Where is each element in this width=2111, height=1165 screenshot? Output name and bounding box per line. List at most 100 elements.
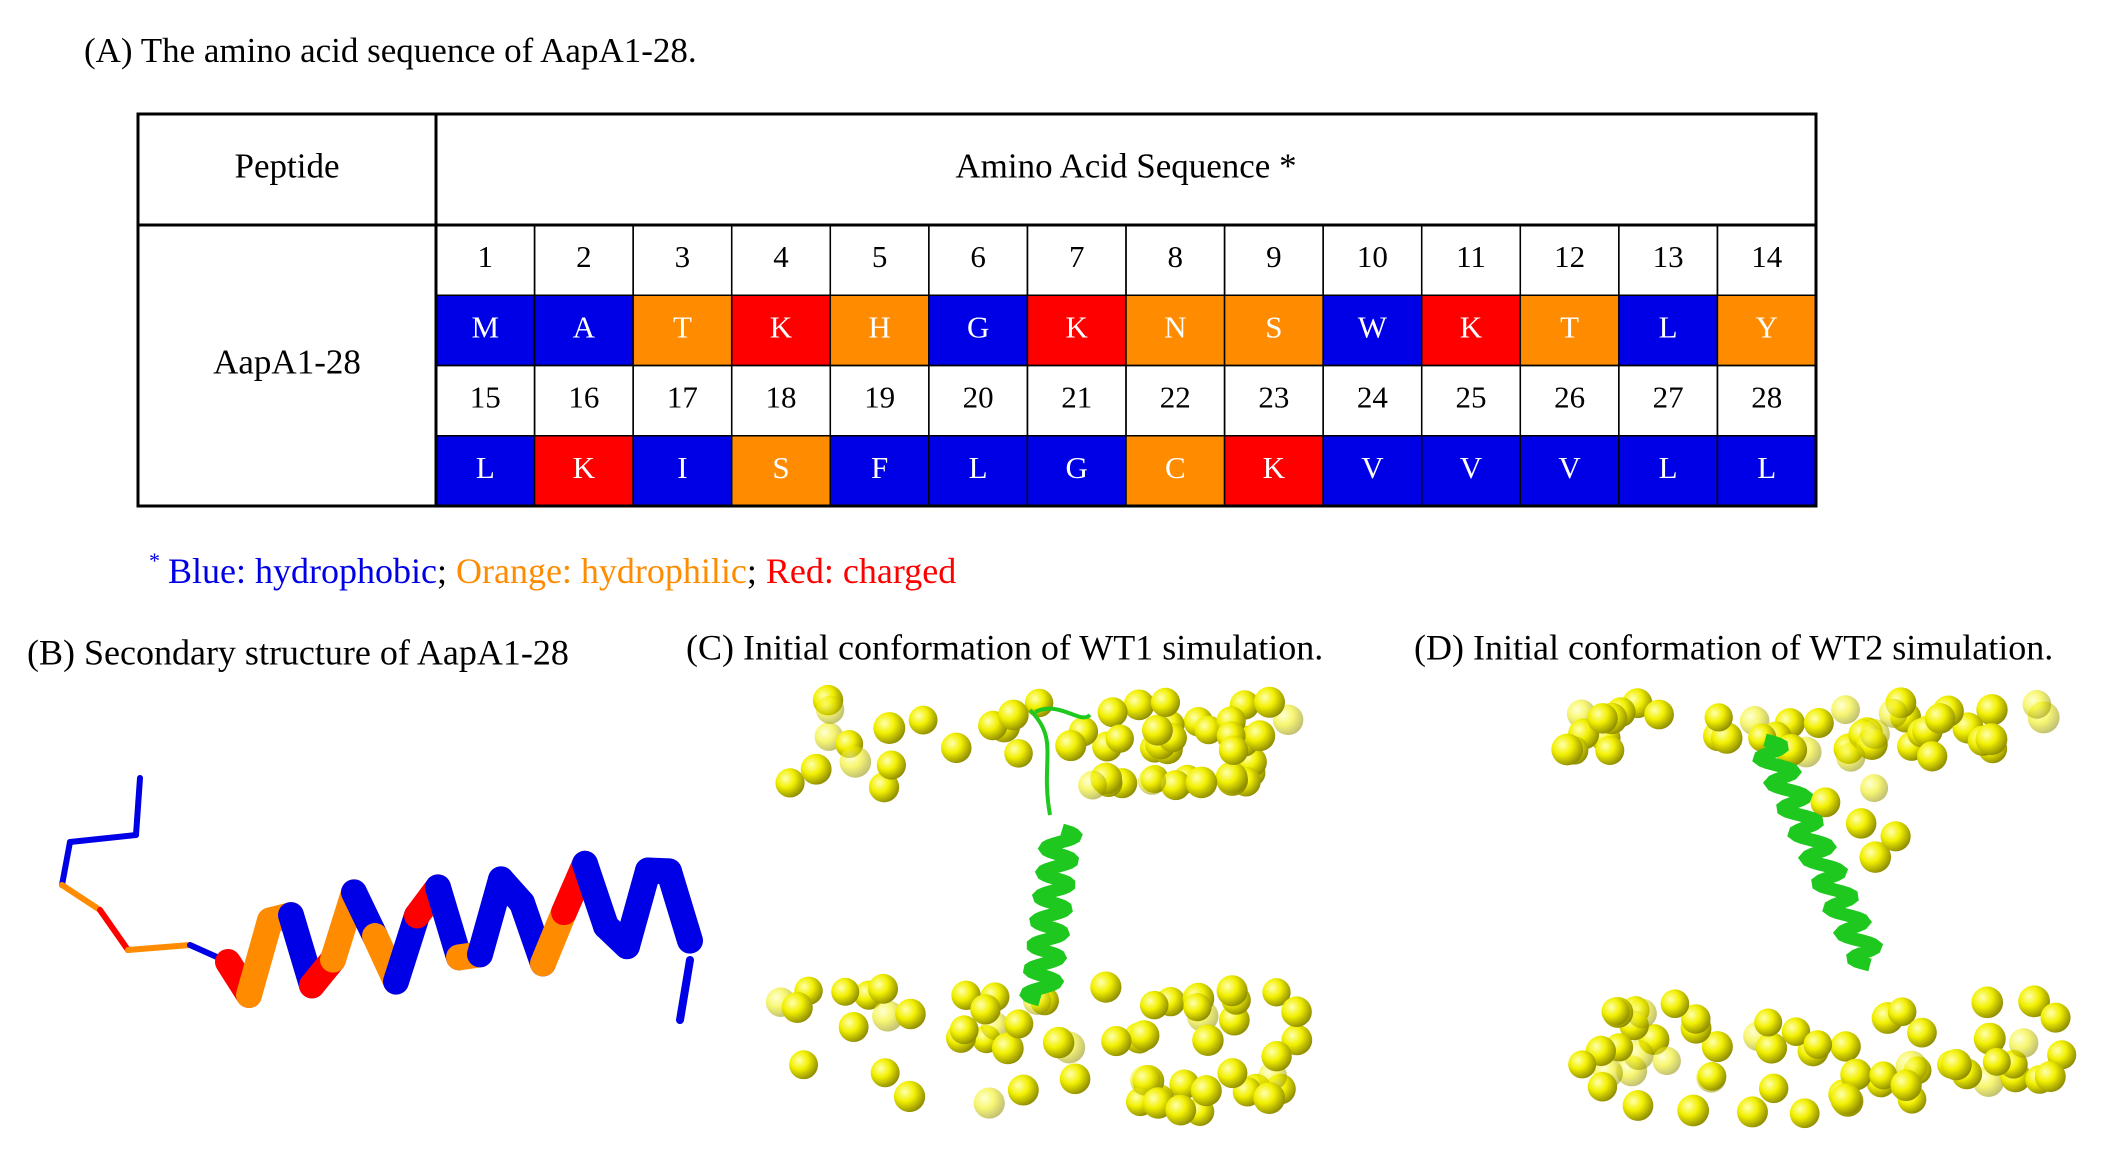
lipid-sphere bbox=[1890, 1069, 1922, 1102]
lipid-sphere bbox=[1004, 1009, 1034, 1039]
residue-letter: K bbox=[573, 450, 596, 485]
position-number: 3 bbox=[675, 239, 691, 274]
lipid-sphere bbox=[1137, 766, 1167, 795]
lipid-sphere bbox=[1150, 687, 1181, 717]
lipid-sphere bbox=[876, 750, 906, 780]
ribbon-segment bbox=[59, 882, 103, 913]
position-number: 27 bbox=[1653, 380, 1684, 415]
residue-letter: K bbox=[1460, 309, 1483, 344]
lipid-sphere bbox=[1185, 766, 1218, 799]
residue-cell bbox=[1420, 435, 1522, 507]
legend-item: Red: charged bbox=[766, 551, 956, 591]
lipid-sphere bbox=[1758, 1073, 1789, 1104]
residue-cell bbox=[1716, 294, 1817, 367]
position-number: 2 bbox=[576, 239, 592, 274]
lipid-sphere bbox=[1677, 1094, 1710, 1127]
lipid-sphere bbox=[1130, 1065, 1161, 1096]
lipid-sphere bbox=[1281, 996, 1312, 1027]
sequence-table: 1 M 2 A 3 T 4 K 5 H 6 G 7 K 8 N 9 S 10 W 11 K 12 T 13 L 14 Y 15 L 16 K 1… bbox=[136, 112, 1818, 508]
lipid-sphere bbox=[815, 695, 845, 724]
lipid-sphere bbox=[1840, 1058, 1872, 1091]
lipid-sphere bbox=[1976, 694, 2008, 726]
footnote: * Blue: hydrophobic; Orange: hydrophilic;… bbox=[149, 548, 956, 591]
lipid-sphere bbox=[1880, 821, 1911, 852]
panel-c-title: (C) Initial conformation of WT1 simulati… bbox=[686, 627, 1323, 667]
residue-letter: K bbox=[770, 309, 793, 344]
lipid-sphere bbox=[1860, 774, 1889, 803]
lipid-sphere bbox=[973, 1087, 1005, 1119]
lipid-sphere bbox=[1123, 689, 1155, 721]
legend-item: Blue: hydrophobic bbox=[168, 551, 437, 591]
lipid-sphere bbox=[1681, 1004, 1711, 1034]
lipid-sphere bbox=[908, 705, 938, 735]
residue-letter: H bbox=[868, 309, 890, 344]
lipid-sphere bbox=[998, 699, 1029, 731]
lipid-sphere bbox=[2022, 689, 2052, 719]
residue-letter: G bbox=[1066, 450, 1088, 485]
lipid-sphere bbox=[800, 753, 832, 785]
lipid-sphere bbox=[1139, 990, 1169, 1020]
lipid-sphere bbox=[1281, 1024, 1313, 1056]
lipid-sphere bbox=[1097, 697, 1128, 728]
header-sequence: Amino Acid Sequence * bbox=[955, 147, 1296, 186]
lipid-sphere bbox=[1831, 695, 1860, 725]
position-number: 9 bbox=[1266, 239, 1282, 274]
lipid-sphere bbox=[1755, 1032, 1788, 1064]
legend-separator: ; bbox=[747, 551, 766, 591]
position-number: 28 bbox=[1751, 380, 1782, 415]
residue-letter: M bbox=[471, 309, 499, 344]
position-number: 16 bbox=[568, 380, 599, 415]
lipid-sphere bbox=[1024, 688, 1054, 718]
residue-letter: S bbox=[1265, 309, 1282, 344]
lipid-sphere bbox=[1262, 978, 1291, 1007]
residue-letter: L bbox=[476, 450, 495, 485]
lipid-sphere bbox=[1810, 787, 1841, 818]
lipid-sphere bbox=[870, 1058, 900, 1088]
lipid-sphere bbox=[1253, 686, 1285, 718]
lipid-sphere bbox=[1652, 1046, 1681, 1076]
ribbon-segment bbox=[614, 857, 661, 960]
position-number: 24 bbox=[1357, 380, 1389, 415]
helix bbox=[1019, 823, 1083, 1007]
lipid-sphere bbox=[1192, 1024, 1224, 1056]
lipid-sphere bbox=[781, 991, 813, 1023]
lipid-sphere bbox=[1845, 808, 1877, 839]
position-number: 4 bbox=[773, 239, 789, 274]
position-number: 19 bbox=[864, 380, 895, 415]
lipid-sphere bbox=[1217, 1058, 1248, 1089]
position-number: 23 bbox=[1258, 380, 1289, 415]
lipid-sphere bbox=[1042, 1026, 1075, 1059]
lipid-sphere bbox=[873, 712, 906, 745]
position-number: 25 bbox=[1456, 380, 1487, 415]
lipid-sphere bbox=[831, 977, 860, 1006]
lipid-sphere bbox=[1878, 698, 1908, 728]
lipid-sphere bbox=[1754, 1008, 1783, 1037]
lipid-sphere bbox=[1697, 1062, 1727, 1091]
residue-cell bbox=[533, 294, 634, 367]
lipid-sphere bbox=[1601, 997, 1630, 1026]
legend-item: Orange: hydrophilic bbox=[456, 551, 747, 591]
residue-cell bbox=[928, 294, 1029, 367]
structures bbox=[59, 684, 2077, 1129]
residue-letter: T bbox=[673, 309, 692, 344]
lipid-sphere bbox=[893, 1080, 926, 1113]
lipid-sphere bbox=[1141, 714, 1173, 746]
lipid-sphere bbox=[1004, 739, 1033, 768]
ribbon-segment bbox=[656, 858, 703, 954]
lipid-sphere bbox=[1244, 720, 1276, 752]
residue-letter: L bbox=[969, 450, 988, 485]
lipid-sphere bbox=[789, 1050, 819, 1080]
position-number: 20 bbox=[963, 380, 994, 415]
lipid-sphere bbox=[1218, 735, 1249, 765]
lipid-sphere bbox=[868, 973, 899, 1004]
lipid-sphere bbox=[1595, 735, 1625, 765]
lipid-sphere bbox=[1078, 770, 1107, 800]
helix bbox=[1752, 733, 1884, 972]
residue-letter: L bbox=[1757, 450, 1776, 485]
ribbon-segment bbox=[67, 832, 139, 845]
lipid-sphere bbox=[1701, 1031, 1733, 1063]
position-number: 11 bbox=[1456, 239, 1486, 274]
position-number: 17 bbox=[667, 380, 698, 415]
residue-cell bbox=[1618, 294, 1719, 367]
